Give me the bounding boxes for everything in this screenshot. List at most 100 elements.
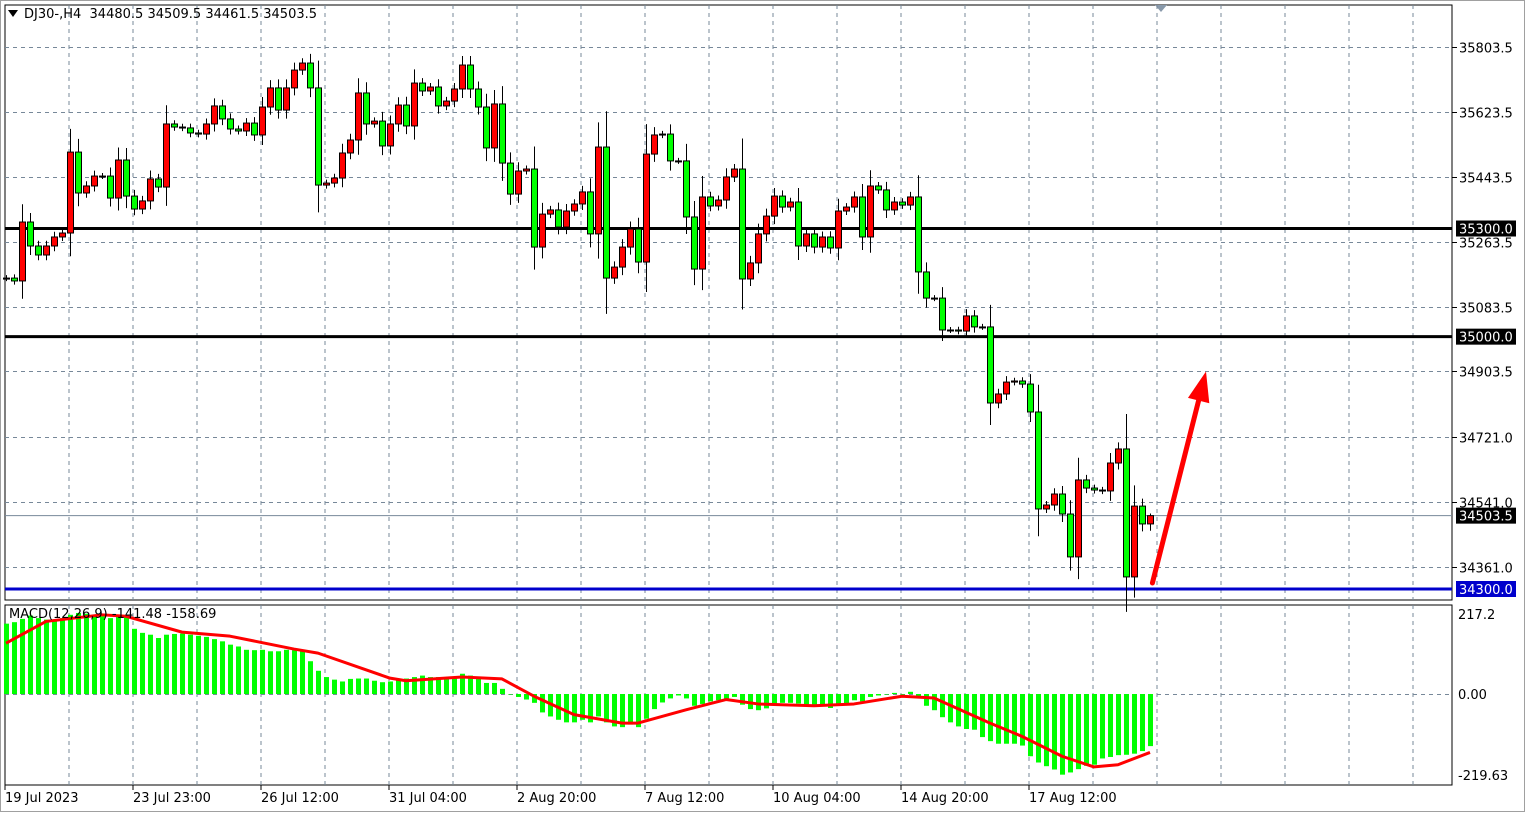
macd-bar	[372, 680, 377, 694]
dropdown-triangle-icon[interactable]	[8, 10, 18, 17]
candle	[99, 175, 106, 178]
macd-signal-value: -158.69	[166, 607, 217, 622]
macd-bar	[828, 694, 833, 708]
chart-shift-marker-icon[interactable]	[1155, 5, 1167, 12]
macd-bar	[292, 650, 297, 694]
candle	[1131, 505, 1138, 578]
candle	[379, 120, 386, 147]
macd-bar	[508, 694, 513, 695]
candle	[1107, 462, 1114, 492]
candle	[467, 64, 474, 90]
macd-bar	[1092, 694, 1097, 765]
macd-bar	[260, 649, 265, 694]
candle	[1035, 411, 1042, 510]
candle	[739, 168, 746, 280]
macd-bar	[820, 694, 825, 705]
macd-bar	[756, 694, 761, 711]
up-arrow-head-icon[interactable]	[1187, 371, 1210, 404]
macd-bar	[476, 678, 481, 694]
candle	[763, 215, 770, 235]
macd-bar	[644, 694, 649, 719]
candle	[123, 159, 130, 197]
macd-bar	[276, 651, 281, 694]
candle	[387, 123, 394, 147]
candle	[155, 178, 162, 188]
candle	[611, 266, 618, 279]
time-tick-label: 17 Aug 12:00	[1029, 791, 1117, 806]
candle	[931, 297, 938, 300]
macd-bar	[284, 649, 289, 694]
macd-bar	[684, 694, 689, 699]
price-tick-label: 35803.5	[1459, 42, 1513, 57]
macd-bar	[796, 694, 801, 704]
macd-bar	[228, 644, 233, 694]
candle	[435, 86, 442, 107]
candle	[587, 191, 594, 235]
macd-bar	[1028, 694, 1033, 757]
macd-bar	[620, 694, 625, 728]
candle	[571, 203, 578, 212]
ohlc-high: 34509.5	[147, 7, 202, 22]
time-tick-label: 31 Jul 04:00	[389, 791, 467, 806]
macd-bar	[364, 678, 369, 694]
macd-bar	[52, 621, 57, 694]
macd-bar	[388, 681, 393, 694]
candle	[331, 177, 338, 184]
macd-tick-label: 217.2	[1458, 608, 1495, 623]
candle	[867, 185, 874, 238]
macd-bar	[516, 694, 521, 697]
candle	[187, 127, 194, 134]
macd-bar	[628, 694, 633, 725]
chart-header: DJ30-,H4 34480.5 34509.5 34461.5 34503.5	[8, 7, 317, 22]
macd-bar	[20, 618, 25, 694]
macd-bar	[668, 694, 673, 699]
macd-bar	[884, 694, 889, 695]
candle	[819, 236, 826, 248]
macd-bar	[492, 682, 497, 694]
candle	[411, 82, 418, 127]
macd-bar	[596, 694, 601, 717]
candle	[371, 120, 378, 125]
candle	[963, 315, 970, 332]
macd-bar	[1108, 694, 1113, 757]
macd-bar	[892, 692, 897, 694]
macd-bar	[268, 651, 273, 694]
candle	[403, 104, 410, 127]
macd-bar	[324, 677, 329, 694]
candle	[923, 271, 930, 299]
macd-bar	[1124, 694, 1129, 755]
candle	[1067, 513, 1074, 558]
candle	[19, 221, 26, 282]
macd-bar	[100, 616, 105, 694]
candle	[235, 128, 242, 132]
price-pane	[4, 4, 1453, 601]
macd-bar	[1052, 694, 1057, 770]
candle	[11, 277, 18, 282]
macd-bar	[764, 694, 769, 709]
macd-bar	[844, 694, 849, 704]
candle	[883, 189, 890, 211]
candle	[787, 201, 794, 208]
candle	[1027, 383, 1034, 413]
candle	[131, 195, 138, 210]
macd-bar	[108, 618, 113, 694]
macd-bar	[932, 694, 937, 711]
up-arrow-shaft[interactable]	[1149, 398, 1202, 586]
candle	[347, 139, 354, 154]
candle	[179, 126, 186, 129]
time-tick-label: 26 Jul 12:00	[261, 791, 339, 806]
candle	[203, 123, 210, 135]
price-tick-label: 35083.5	[1459, 302, 1513, 317]
candle	[451, 88, 458, 102]
macd-bar	[1140, 694, 1145, 752]
macd-bar	[740, 694, 745, 705]
candle	[547, 209, 554, 215]
macd-bar	[484, 682, 489, 694]
candle	[555, 209, 562, 228]
candle	[731, 168, 738, 178]
macd-bar	[340, 681, 345, 694]
candle	[1115, 448, 1122, 464]
macd-bar	[1036, 694, 1041, 763]
macd-bar	[524, 694, 529, 700]
